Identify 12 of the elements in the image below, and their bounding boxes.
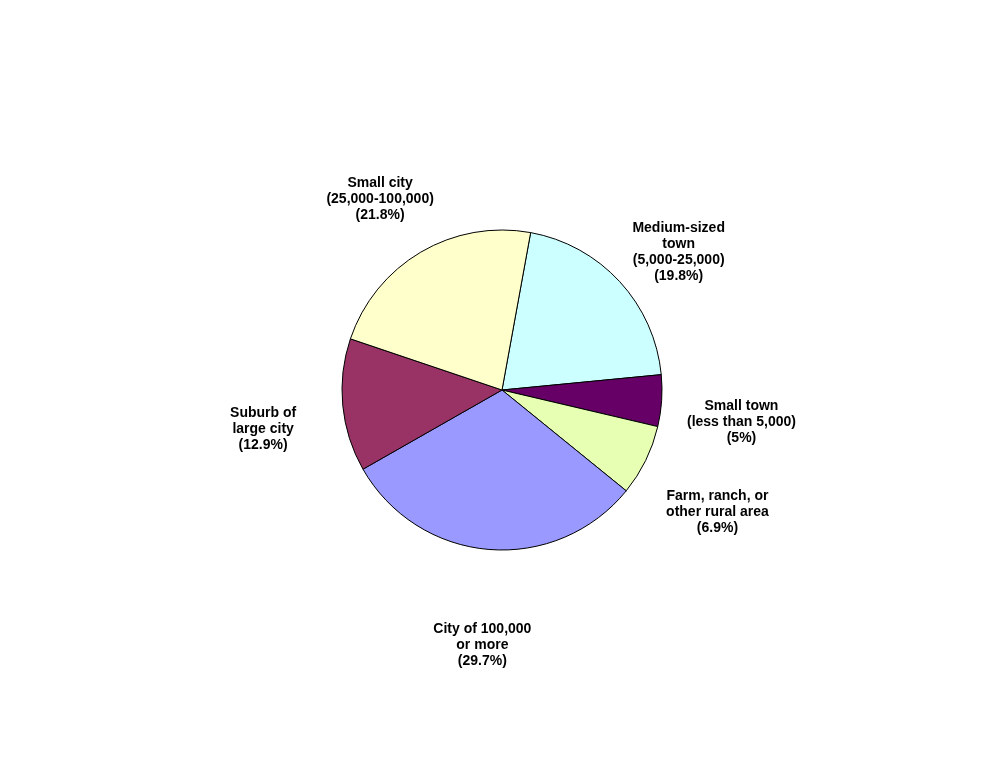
data-label: (12.9%) xyxy=(238,436,288,453)
slice-label: Small city (25,000-100,000) xyxy=(326,174,434,207)
slice-label: Small town (less than 5,000) xyxy=(686,397,796,430)
data-label: (19.8%) xyxy=(654,266,704,283)
data-label: (5%) xyxy=(726,429,757,446)
slice-label: Suburb of large city xyxy=(230,404,297,437)
slice-label: Medium-sized town (5,000-25,000) xyxy=(632,218,725,267)
data-label: (6.9%) xyxy=(696,518,739,535)
slice-label: Farm, ranch, or other rural area xyxy=(666,486,770,519)
data-label: (21.8%) xyxy=(355,206,405,223)
data-label: (29.7%) xyxy=(457,652,507,669)
slice-label: City of 100,000 or more xyxy=(433,620,532,653)
